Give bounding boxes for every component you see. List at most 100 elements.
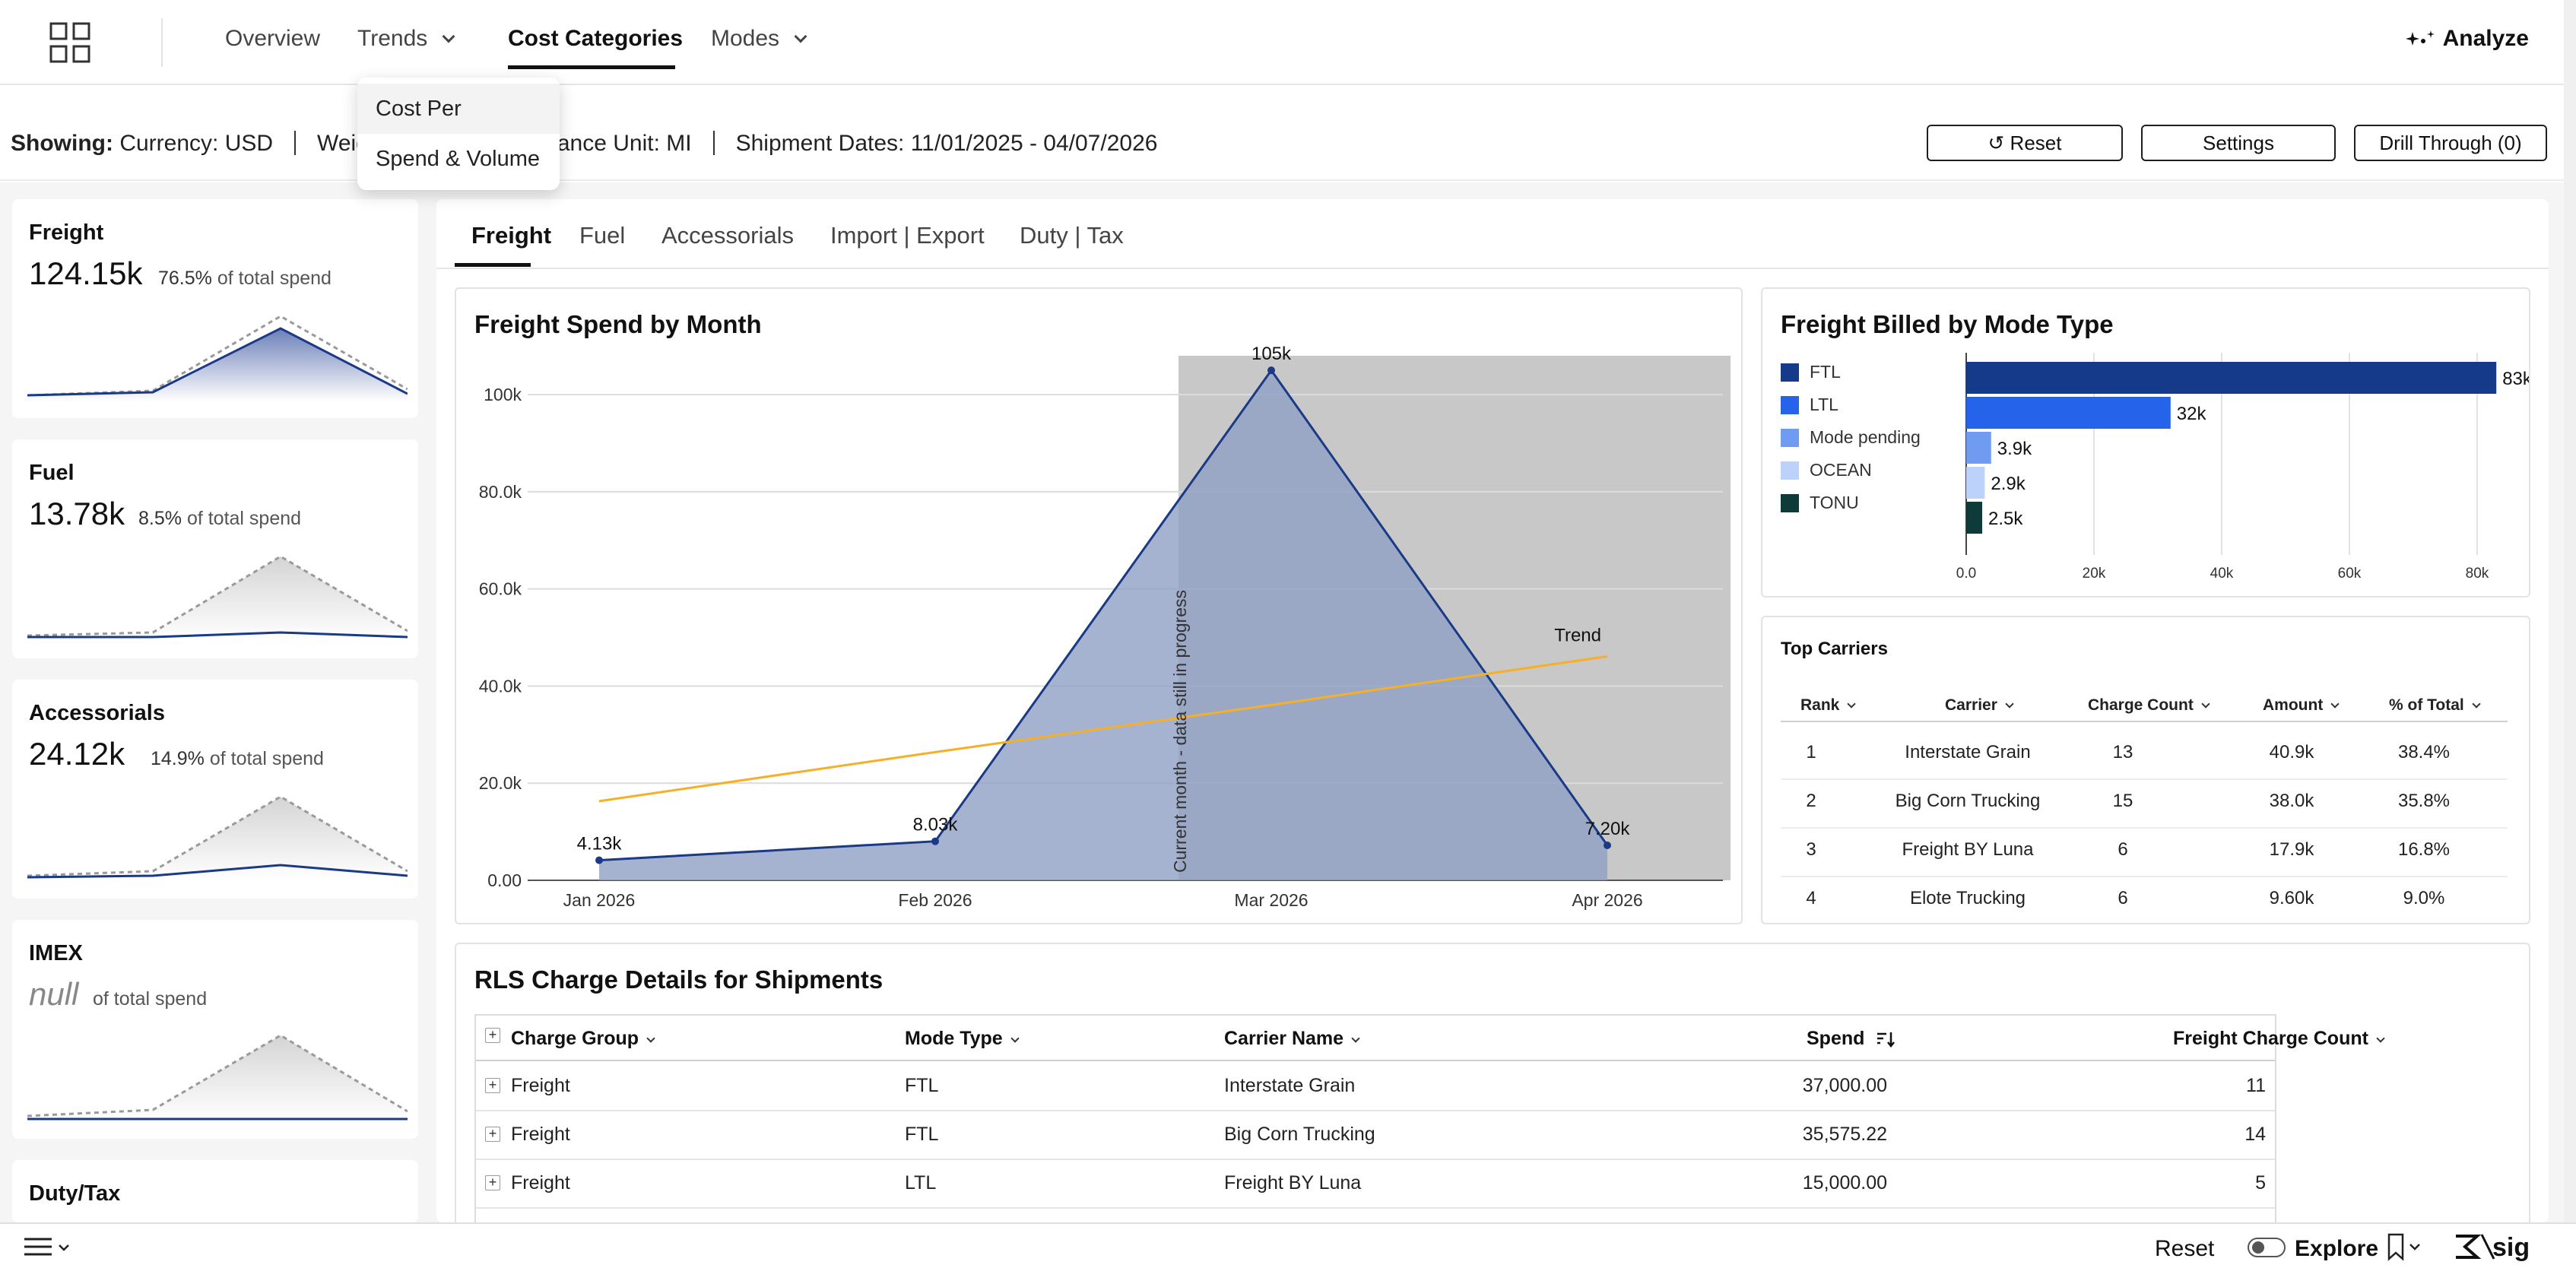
kpi-value: 13.78k: [29, 496, 125, 531]
rls-charge-details-card: RLS Charge Details for Shipments + Charg…: [455, 943, 2530, 1242]
app-grid-icon[interactable]: [49, 21, 91, 64]
mode-bar[interactable]: [1966, 397, 2171, 429]
spend-point[interactable]: [1267, 366, 1275, 375]
kpi-title: Freight: [29, 220, 104, 245]
analyze-button[interactable]: Analyze: [2405, 26, 2529, 52]
legend-label: Mode pending: [1810, 427, 1921, 447]
kpi-card-freight[interactable]: Freight 124.15k 76.5% of total spend: [12, 199, 418, 418]
chart-title: Freight Spend by Month: [474, 310, 762, 338]
kpi-title: IMEX: [29, 941, 83, 965]
tab-accessorials[interactable]: Accessorials: [661, 222, 794, 249]
col-header-carrier[interactable]: Carrier: [1945, 696, 2014, 715]
table-cell: 2: [1806, 791, 1816, 811]
x-tick-label: 60k: [2338, 566, 2362, 582]
col-header-charge-group[interactable]: Charge Group: [511, 1028, 655, 1050]
y-tick-label: 100k: [484, 385, 522, 404]
x-tick-label: Jan 2026: [563, 890, 636, 910]
explore-label[interactable]: Explore: [2295, 1236, 2379, 1261]
legend-item[interactable]: OCEAN: [1781, 460, 1872, 480]
legend-item[interactable]: Mode pending: [1781, 427, 1921, 448]
table-cell: 38.0k: [2269, 791, 2314, 811]
header-divider: [476, 1060, 2275, 1061]
nav-overview[interactable]: Overview: [225, 26, 321, 51]
col-header-label: Carrier: [1945, 696, 1997, 714]
expand-all-icon[interactable]: +: [485, 1028, 500, 1043]
col-header-mode-type[interactable]: Mode Type: [905, 1028, 1020, 1050]
chevron-down-icon: [1010, 1034, 1020, 1043]
expand-row-icon[interactable]: +: [485, 1078, 500, 1093]
col-header-rank[interactable]: Rank: [1800, 696, 1857, 715]
col-header-pct-total[interactable]: % of Total: [2389, 696, 2481, 715]
dashboard-content: Freight 124.15k 76.5% of total spend Fue…: [0, 182, 2576, 1242]
legend-item[interactable]: LTL: [1781, 395, 1838, 415]
kpi-percent-suffix: of total spend: [93, 988, 208, 1010]
col-header-charge-count[interactable]: Charge Count: [2088, 696, 2210, 715]
menu-item-cost-per[interactable]: Cost Per: [357, 84, 560, 134]
kpi-card-imex[interactable]: IMEX null of total spend: [12, 920, 418, 1139]
chevron-down-icon: [1847, 699, 1857, 708]
table-cell: 9.0%: [2403, 888, 2445, 908]
spend-data-label: 8.03k: [913, 815, 959, 835]
bottom-reset-button[interactable]: Reset: [2155, 1236, 2215, 1261]
kpi-title: Fuel: [29, 461, 75, 485]
spend-point[interactable]: [1604, 842, 1611, 849]
col-header-freight-charge-count[interactable]: Freight Charge Count: [2173, 1028, 2385, 1050]
reset-button[interactable]: ↺ Reset: [1927, 125, 2123, 161]
col-header-amount[interactable]: Amount: [2263, 696, 2340, 715]
table-cell: 6: [2118, 839, 2128, 860]
settings-button[interactable]: Settings: [2141, 125, 2336, 161]
table-cell: LTL: [905, 1172, 937, 1194]
trend-label: Trend: [1554, 625, 1601, 645]
kpi-card-accessorials[interactable]: Accessorials 24.12k 14.9% of total spend: [12, 680, 418, 899]
row-divider: [476, 1110, 2275, 1111]
legend-label: FTL: [1810, 362, 1841, 382]
chevron-down-icon: [2376, 1034, 2385, 1043]
col-header-spend[interactable]: Spend: [1807, 1028, 1896, 1050]
page-scrollbar[interactable]: [2564, 0, 2576, 1222]
legend-item[interactable]: FTL: [1781, 362, 1841, 382]
sort-descending-icon[interactable]: [1876, 1030, 1896, 1048]
mode-type-bar-chart: 0.0 20k 40k 60k 80k 83k 32k 3.9k 2.9k 2.5k: [1956, 353, 2529, 582]
explore-toggle-icon[interactable]: [2248, 1238, 2286, 1257]
drill-through-button[interactable]: Drill Through (0): [2354, 125, 2547, 161]
col-header-label: % of Total: [2389, 696, 2464, 714]
kpi-card-duty-tax[interactable]: Duty/Tax: [12, 1160, 418, 1222]
tab-duty-tax[interactable]: Duty | Tax: [1020, 222, 1124, 249]
mode-bar-label: 2.5k: [1988, 509, 2023, 529]
spend-point[interactable]: [931, 837, 939, 845]
y-tick-label: 80.0k: [479, 482, 522, 502]
kpi-value: 124.15k: [29, 255, 143, 291]
legend-label: LTL: [1810, 395, 1838, 414]
distance-filter[interactable]: ance Unit: MI: [557, 131, 692, 156]
chevron-down-icon: [794, 30, 807, 43]
menu-item-spend-volume[interactable]: Spend & Volume: [376, 147, 541, 171]
mode-bar[interactable]: [1966, 362, 2497, 394]
spend-point[interactable]: [595, 856, 603, 864]
legend-item[interactable]: TONU: [1781, 493, 1859, 513]
nav-modes[interactable]: Modes: [711, 26, 807, 52]
col-header-label: Charge Count: [2088, 696, 2194, 714]
top-carriers-card: Top Carriers Rank Carrier Charge Count A…: [1761, 616, 2530, 924]
mode-bar[interactable]: [1966, 467, 1985, 499]
hamburger-menu-icon[interactable]: [23, 1235, 75, 1260]
tab-fuel[interactable]: Fuel: [579, 222, 626, 249]
mode-bar[interactable]: [1966, 502, 1982, 534]
currency-filter[interactable]: Currency: USD: [119, 131, 274, 156]
shipment-dates-filter[interactable]: Shipment Dates: 11/01/2025 - 04/07/2026: [735, 131, 1158, 156]
tab-freight[interactable]: Freight: [471, 222, 552, 249]
showing-label: Showing:: [11, 131, 113, 156]
spend-area: [599, 370, 1607, 881]
legend-swatch: [1781, 363, 1799, 382]
kpi-card-fuel[interactable]: Fuel 13.78k 8.5% of total spend: [12, 439, 418, 658]
col-header-carrier-name[interactable]: Carrier Name: [1224, 1028, 1360, 1050]
tab-import-export[interactable]: Import | Export: [830, 222, 985, 249]
expand-row-icon[interactable]: +: [485, 1175, 500, 1190]
legend-swatch: [1781, 493, 1799, 512]
bookmark-icon[interactable]: [2386, 1233, 2424, 1262]
mode-bar[interactable]: [1966, 432, 1991, 464]
row-divider: [1781, 778, 2508, 780]
nav-trends[interactable]: Trends: [357, 26, 455, 52]
expand-row-icon[interactable]: +: [485, 1127, 500, 1142]
nav-cost-categories[interactable]: Cost Categories: [508, 26, 684, 51]
x-tick-label: 20k: [2083, 566, 2106, 582]
